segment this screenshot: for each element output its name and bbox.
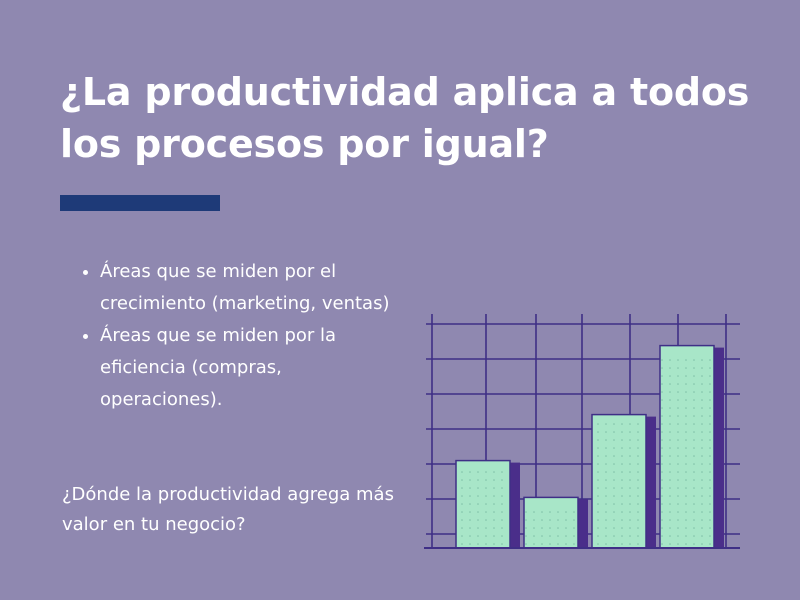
bar-shadow xyxy=(644,416,656,548)
bullet-item: Áreas que se miden por la eficiencia (co… xyxy=(100,320,400,416)
bar-texture xyxy=(525,505,577,547)
bar-shadow xyxy=(508,462,520,548)
bar-texture xyxy=(661,353,713,547)
slide-title: ¿La productividad aplica a todos los pro… xyxy=(60,70,750,166)
bullet-item: Áreas que se miden por el crecimiento (m… xyxy=(100,256,400,320)
bar-texture xyxy=(457,468,509,547)
closing-question: ¿Dónde la productividad agrega más valor… xyxy=(62,484,394,535)
bar-chart-illustration xyxy=(424,314,740,549)
chart-bars xyxy=(455,344,724,549)
bar-texture xyxy=(593,422,645,547)
bar-shadow xyxy=(712,347,724,548)
title-accent-bar xyxy=(60,195,220,211)
bar-shadow xyxy=(576,499,588,548)
bullet-list: Áreas que se miden por el crecimiento (m… xyxy=(78,256,400,416)
